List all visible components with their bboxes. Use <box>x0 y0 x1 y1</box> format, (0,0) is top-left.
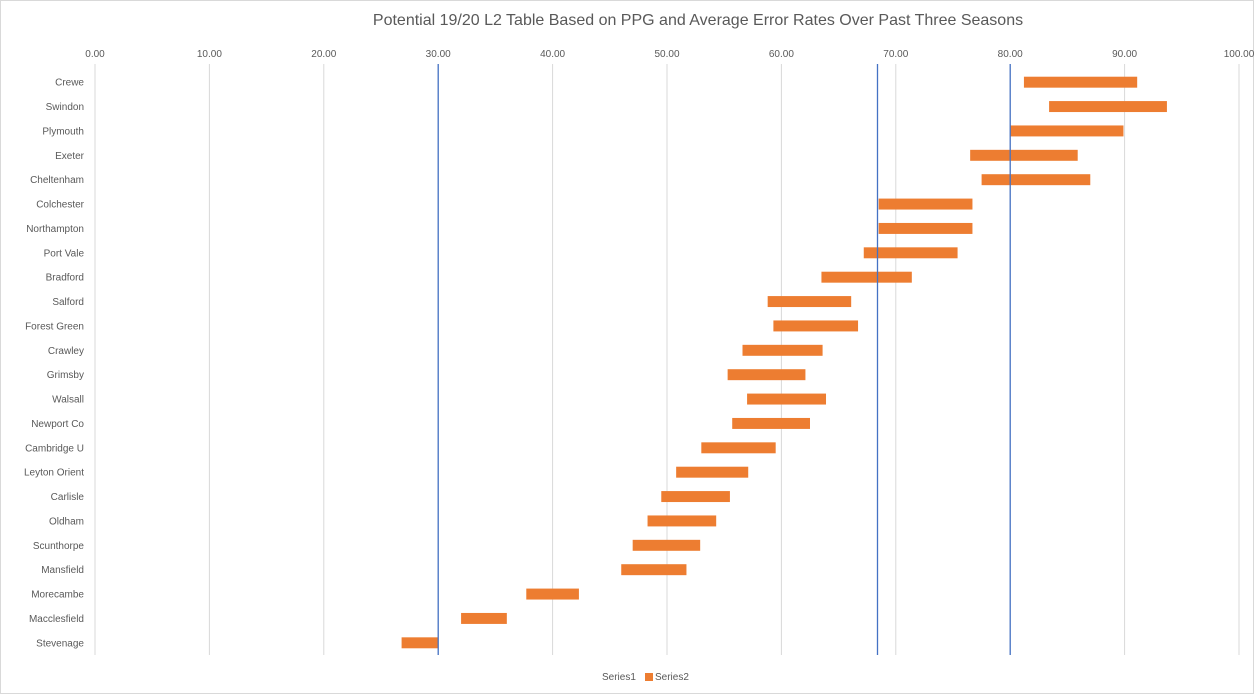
bar-series2 <box>1023 76 1138 88</box>
bar-series2 <box>970 149 1078 161</box>
reference-lines <box>437 64 1011 655</box>
legend-label-series1: Series1 <box>602 672 636 683</box>
category-label: Colchester <box>36 200 84 211</box>
category-label: Leyton Orient <box>24 468 84 479</box>
bar-series2 <box>461 612 507 624</box>
x-tick-label: 20.00 <box>311 49 336 60</box>
bar-series2 <box>742 344 823 356</box>
category-label: Carlisle <box>51 492 85 503</box>
category-label: Crewe <box>55 78 84 89</box>
x-tick-label: 10.00 <box>197 49 222 60</box>
bar-series2 <box>981 174 1091 186</box>
category-label: Macclesfield <box>29 614 84 625</box>
category-label: Plymouth <box>42 126 84 137</box>
legend-swatch-series2 <box>645 673 653 681</box>
category-label: Walsall <box>52 395 84 406</box>
bar-series2 <box>401 637 439 649</box>
x-tick-label: 50.00 <box>654 49 679 60</box>
bar-series2 <box>1010 125 1124 137</box>
bar-series2 <box>863 247 958 259</box>
category-label: Port Vale <box>44 248 85 259</box>
bar-series2 <box>676 466 749 478</box>
bar-series2 <box>767 296 852 308</box>
bar-series2 <box>632 539 701 551</box>
bar-series2 <box>732 417 810 429</box>
x-tick-label: 60.00 <box>769 49 794 60</box>
x-tick-label: 40.00 <box>540 49 565 60</box>
category-label: Cambridge U <box>25 443 84 454</box>
x-tick-label: 30.00 <box>426 49 451 60</box>
bar-series2 <box>878 222 973 234</box>
category-label: Newport Co <box>31 419 84 430</box>
bar-series2 <box>621 564 687 576</box>
x-tick-label: 100.00 <box>1224 49 1254 60</box>
category-label: Morecambe <box>31 590 84 601</box>
bar-series2 <box>701 442 776 454</box>
bar-series2 <box>821 271 912 283</box>
y-axis-category-labels: Crewe Swindon Plymouth Exeter Cheltenham Colc… <box>24 78 85 650</box>
category-label: Scunthorpe <box>33 541 85 552</box>
category-label: Cheltenham <box>30 175 84 186</box>
bar-series2 <box>773 320 859 332</box>
category-label: Crawley <box>48 346 84 357</box>
legend: Series1 Series2 <box>602 672 689 683</box>
bar-series2 <box>647 515 717 527</box>
category-label: Stevenage <box>36 638 84 649</box>
category-label: Northampton <box>26 224 84 235</box>
legend-label-series2: Series2 <box>655 672 689 683</box>
x-tick-label: 90.00 <box>1112 49 1137 60</box>
chart-title: Potential 19/20 L2 Table Based on PPG an… <box>373 12 1023 29</box>
bar-series2 <box>1049 101 1167 113</box>
bars <box>401 76 1167 649</box>
category-label: Mansfield <box>41 565 84 576</box>
bar-series2 <box>747 393 827 405</box>
bar-series2 <box>526 588 579 600</box>
x-tick-label: 0.00 <box>85 49 105 60</box>
category-label: Forest Green <box>25 321 84 332</box>
bar-series2 <box>878 198 973 210</box>
category-label: Salford <box>52 297 84 308</box>
category-label: Swindon <box>46 102 84 113</box>
x-tick-label: 70.00 <box>883 49 908 60</box>
x-axis-tick-labels: 0.00 10.00 20.00 30.00 40.00 50.00 60.00 70.00 8… <box>85 49 1254 60</box>
category-label: Grimsby <box>47 370 84 381</box>
category-label: Exeter <box>55 151 85 162</box>
category-label: Oldham <box>49 516 84 527</box>
bar-series2 <box>727 369 806 381</box>
bar-series2 <box>661 491 730 503</box>
category-label: Bradford <box>46 273 84 284</box>
x-tick-label: 80.00 <box>998 49 1023 60</box>
